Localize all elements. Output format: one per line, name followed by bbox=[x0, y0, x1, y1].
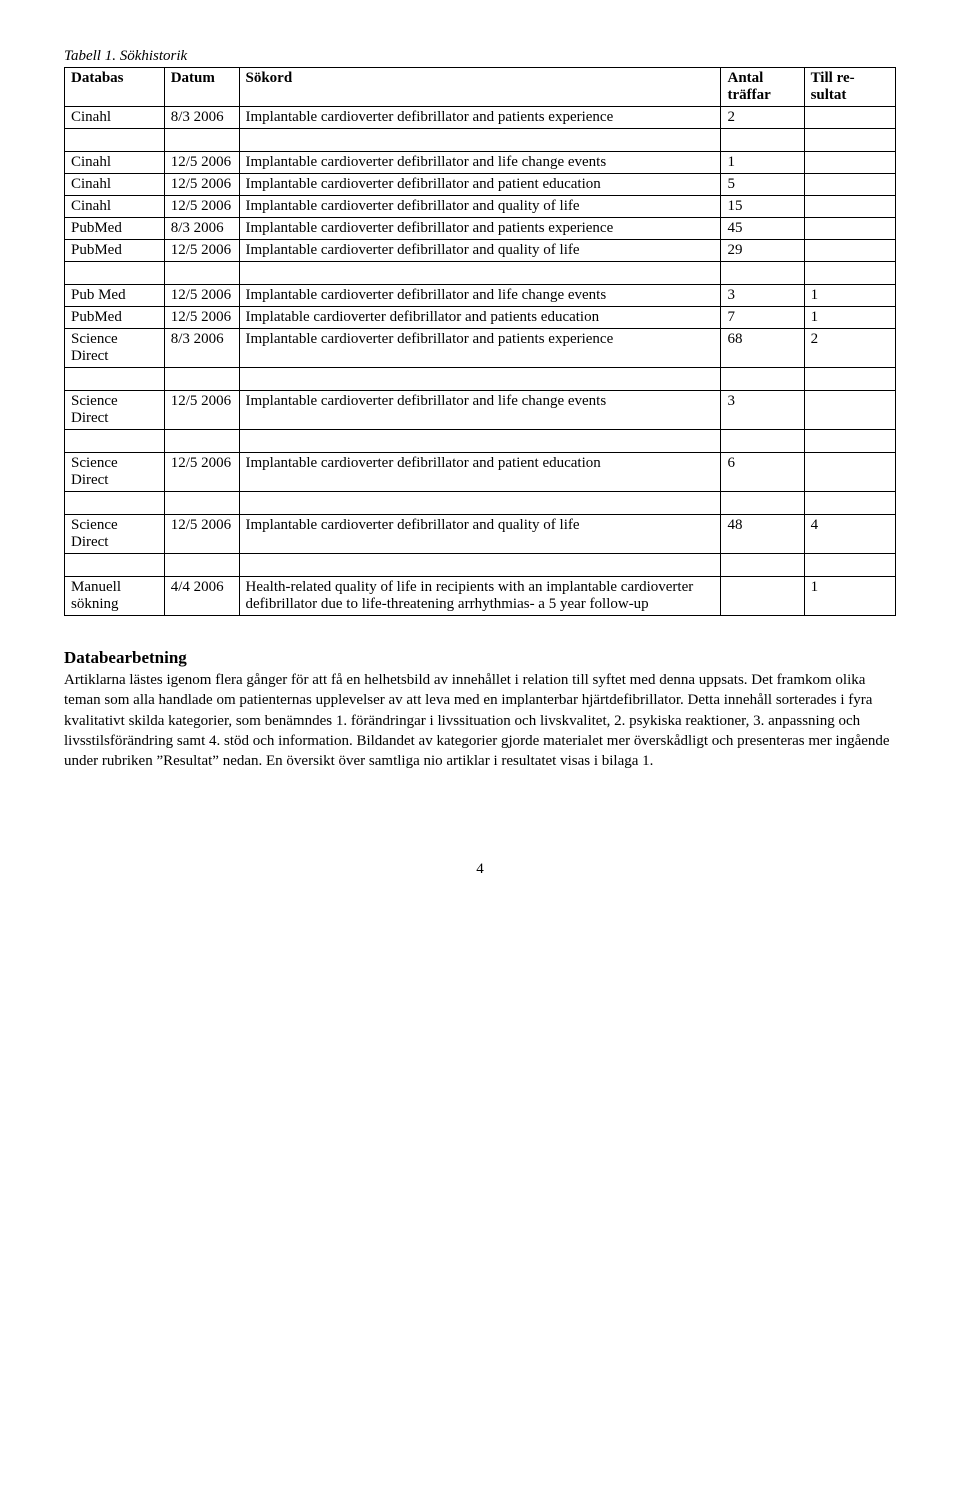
cell-sokord: Implantable cardioverter defibrillator a… bbox=[239, 196, 721, 218]
cell-sokord: Implantable cardioverter defibrillator a… bbox=[239, 285, 721, 307]
table-spacer-row bbox=[65, 368, 896, 391]
table-row: Cinahl 8/3 2006 Implantable cardioverter… bbox=[65, 107, 896, 129]
search-history-table: Databas Datum Sökord Antal träffar Till … bbox=[64, 67, 896, 616]
table-spacer-row bbox=[65, 554, 896, 577]
cell-db: Cinahl bbox=[65, 174, 165, 196]
cell-antal: 5 bbox=[721, 174, 804, 196]
cell-date: 12/5 2006 bbox=[164, 307, 239, 329]
header-datum: Datum bbox=[164, 68, 239, 107]
table-spacer-row bbox=[65, 492, 896, 515]
cell-date: 4/4 2006 bbox=[164, 577, 239, 616]
cell-res bbox=[804, 391, 895, 430]
cell-date: 8/3 2006 bbox=[164, 218, 239, 240]
cell-db: Cinahl bbox=[65, 196, 165, 218]
table-row: PubMed 12/5 2006 Implatable cardioverter… bbox=[65, 307, 896, 329]
cell-res bbox=[804, 196, 895, 218]
table-row: Science Direct 12/5 2006 Implantable car… bbox=[65, 515, 896, 554]
cell-res bbox=[804, 107, 895, 129]
header-databas: Databas bbox=[65, 68, 165, 107]
table-spacer-row bbox=[65, 129, 896, 152]
header-sokord: Sökord bbox=[239, 68, 721, 107]
header-resultat: Till re-sultat bbox=[804, 68, 895, 107]
cell-db: Science Direct bbox=[65, 453, 165, 492]
cell-antal: 29 bbox=[721, 240, 804, 262]
cell-date: 8/3 2006 bbox=[164, 329, 239, 368]
table-spacer-row bbox=[65, 262, 896, 285]
table-row: Science Direct 8/3 2006 Implantable card… bbox=[65, 329, 896, 368]
table-row: PubMed 12/5 2006 Implantable cardioverte… bbox=[65, 240, 896, 262]
table-row: PubMed 8/3 2006 Implantable cardioverter… bbox=[65, 218, 896, 240]
cell-res bbox=[804, 174, 895, 196]
cell-db: Manuell sökning bbox=[65, 577, 165, 616]
cell-antal: 45 bbox=[721, 218, 804, 240]
cell-db: PubMed bbox=[65, 240, 165, 262]
cell-sokord: Implantable cardioverter defibrillator a… bbox=[239, 218, 721, 240]
cell-db: Science Direct bbox=[65, 329, 165, 368]
cell-res: 4 bbox=[804, 515, 895, 554]
cell-date: 12/5 2006 bbox=[164, 515, 239, 554]
cell-date: 12/5 2006 bbox=[164, 174, 239, 196]
cell-res bbox=[804, 218, 895, 240]
cell-sokord: Implantable cardioverter defibrillator a… bbox=[239, 391, 721, 430]
cell-db: PubMed bbox=[65, 218, 165, 240]
cell-antal: 1 bbox=[721, 152, 804, 174]
cell-sokord: Implantable cardioverter defibrillator a… bbox=[239, 174, 721, 196]
cell-sokord: Implantable cardioverter defibrillator a… bbox=[239, 515, 721, 554]
cell-date: 12/5 2006 bbox=[164, 240, 239, 262]
cell-antal: 3 bbox=[721, 391, 804, 430]
cell-res: 1 bbox=[804, 577, 895, 616]
table-row: Manuell sökning 4/4 2006 Health-related … bbox=[65, 577, 896, 616]
table-row: Cinahl 12/5 2006 Implantable cardioverte… bbox=[65, 196, 896, 218]
table-row: Pub Med 12/5 2006 Implantable cardiovert… bbox=[65, 285, 896, 307]
cell-res: 1 bbox=[804, 307, 895, 329]
table-spacer-row bbox=[65, 430, 896, 453]
cell-res bbox=[804, 152, 895, 174]
table-row: Science Direct 12/5 2006 Implantable car… bbox=[65, 453, 896, 492]
cell-antal: 7 bbox=[721, 307, 804, 329]
cell-sokord: Implantable cardioverter defibrillator a… bbox=[239, 152, 721, 174]
cell-date: 12/5 2006 bbox=[164, 152, 239, 174]
cell-db: PubMed bbox=[65, 307, 165, 329]
cell-sokord: Implantable cardioverter defibrillator a… bbox=[239, 240, 721, 262]
cell-sokord: Implantable cardioverter defibrillator a… bbox=[239, 453, 721, 492]
cell-sokord: Implatable cardioverter defibrillator an… bbox=[239, 307, 721, 329]
cell-db: Science Direct bbox=[65, 391, 165, 430]
cell-date: 12/5 2006 bbox=[164, 285, 239, 307]
cell-antal: 6 bbox=[721, 453, 804, 492]
table-row: Science Direct 12/5 2006 Implantable car… bbox=[65, 391, 896, 430]
cell-date: 12/5 2006 bbox=[164, 453, 239, 492]
cell-res bbox=[804, 453, 895, 492]
table-caption: Tabell 1. Sökhistorik bbox=[64, 48, 896, 65]
cell-db: Science Direct bbox=[65, 515, 165, 554]
cell-antal: 48 bbox=[721, 515, 804, 554]
cell-antal bbox=[721, 577, 804, 616]
cell-db: Cinahl bbox=[65, 152, 165, 174]
page-number: 4 bbox=[64, 861, 896, 878]
cell-db: Pub Med bbox=[65, 285, 165, 307]
cell-antal: 15 bbox=[721, 196, 804, 218]
cell-sokord: Implantable cardioverter defibrillator a… bbox=[239, 329, 721, 368]
cell-res: 1 bbox=[804, 285, 895, 307]
table-row: Cinahl 12/5 2006 Implantable cardioverte… bbox=[65, 174, 896, 196]
cell-sokord: Health-related quality of life in recipi… bbox=[239, 577, 721, 616]
cell-date: 12/5 2006 bbox=[164, 391, 239, 430]
cell-antal: 2 bbox=[721, 107, 804, 129]
table-header-row: Databas Datum Sökord Antal träffar Till … bbox=[65, 68, 896, 107]
body-paragraph: Artiklarna lästes igenom flera gånger fö… bbox=[64, 670, 896, 771]
section-heading: Databearbetning bbox=[64, 648, 896, 668]
cell-res bbox=[804, 240, 895, 262]
cell-antal: 3 bbox=[721, 285, 804, 307]
cell-date: 8/3 2006 bbox=[164, 107, 239, 129]
cell-sokord: Implantable cardioverter defibrillator a… bbox=[239, 107, 721, 129]
cell-db: Cinahl bbox=[65, 107, 165, 129]
cell-res: 2 bbox=[804, 329, 895, 368]
header-antal: Antal träffar bbox=[721, 68, 804, 107]
cell-antal: 68 bbox=[721, 329, 804, 368]
table-row: Cinahl 12/5 2006 Implantable cardioverte… bbox=[65, 152, 896, 174]
cell-date: 12/5 2006 bbox=[164, 196, 239, 218]
